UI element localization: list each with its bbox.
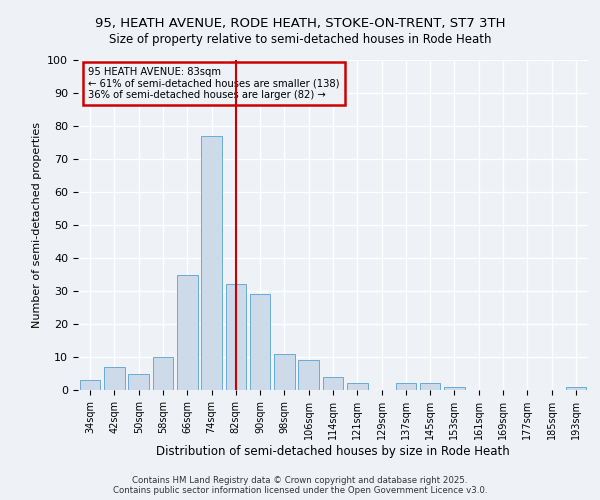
Bar (566, 386, 586, 390)
Text: 95 HEATH AVENUE: 83sqm
← 61% of semi-detached houses are smaller (138)
36% of se: 95 HEATH AVENUE: 83sqm ← 61% of semi-det… (88, 66, 340, 100)
Bar (128, 374, 149, 390)
Bar (201, 136, 222, 390)
Bar (226, 284, 246, 390)
Bar (347, 384, 368, 390)
Bar (152, 357, 173, 390)
Bar (323, 377, 343, 390)
Text: Contains HM Land Registry data © Crown copyright and database right 2025.
Contai: Contains HM Land Registry data © Crown c… (113, 476, 487, 495)
X-axis label: Distribution of semi-detached houses by size in Rode Heath: Distribution of semi-detached houses by … (156, 444, 510, 458)
Bar (274, 354, 295, 390)
Bar (80, 380, 100, 390)
Bar (444, 386, 465, 390)
Bar (104, 367, 125, 390)
Bar (177, 274, 197, 390)
Bar (395, 384, 416, 390)
Bar (250, 294, 271, 390)
Text: Size of property relative to semi-detached houses in Rode Heath: Size of property relative to semi-detach… (109, 32, 491, 46)
Text: 95, HEATH AVENUE, RODE HEATH, STOKE-ON-TRENT, ST7 3TH: 95, HEATH AVENUE, RODE HEATH, STOKE-ON-T… (95, 18, 505, 30)
Bar (420, 384, 440, 390)
Bar (298, 360, 319, 390)
Y-axis label: Number of semi-detached properties: Number of semi-detached properties (32, 122, 42, 328)
